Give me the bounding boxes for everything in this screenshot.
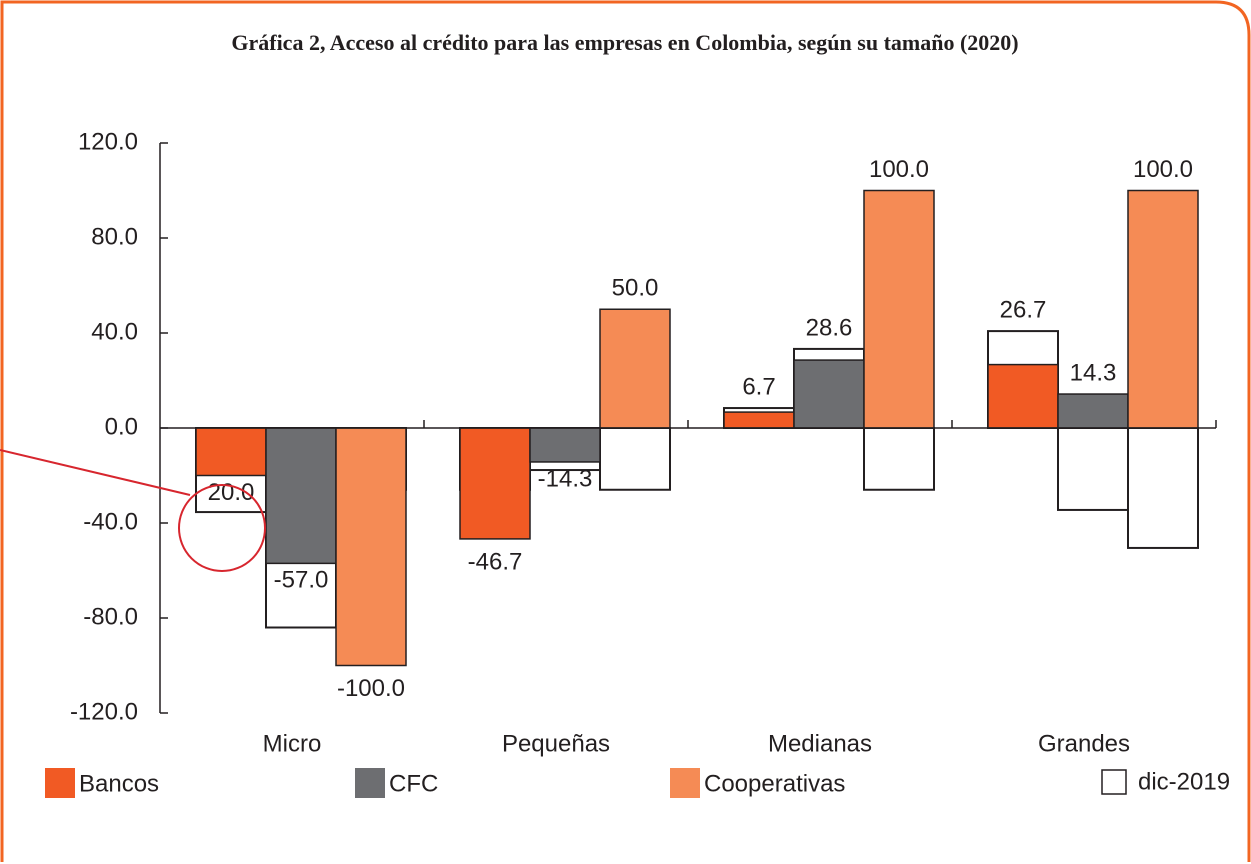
annotation-line [0, 449, 191, 496]
data-label: 100.0 [869, 156, 929, 183]
data-label: -100.0 [337, 675, 405, 702]
y-tick-label: -40.0 [83, 508, 138, 535]
bar [723, 411, 795, 429]
data-label: 50.0 [612, 275, 659, 302]
bar [195, 427, 267, 477]
chart-title: Gráfica 2, Acceso al crédito para las em… [231, 30, 1018, 55]
y-tick-label: 0.0 [105, 413, 138, 440]
bar [1127, 189, 1199, 429]
bar [793, 359, 865, 429]
bar [459, 427, 531, 540]
y-tick-label: 80.0 [91, 223, 138, 250]
bar [335, 427, 407, 667]
legend-label: CFC [389, 770, 438, 797]
data-label: 14.3 [1070, 359, 1117, 386]
previous-bar [1127, 427, 1199, 549]
bar [1057, 393, 1129, 429]
y-tick-label: 120.0 [78, 128, 138, 155]
legend-swatch [355, 768, 385, 798]
data-label: -57.0 [274, 567, 329, 594]
x-tick-label: Pequeñas [502, 730, 610, 757]
bar [863, 189, 935, 429]
data-label: 28.6 [806, 314, 853, 341]
data-label: -14.3 [538, 465, 593, 492]
bar [599, 308, 671, 429]
x-tick-label: Grandes [1038, 730, 1130, 757]
plot: 120.080.040.00.0-40.0-80.0-120.0Micro20.… [45, 128, 1230, 798]
bar [265, 427, 337, 565]
previous-bar [863, 427, 935, 491]
data-label: -46.7 [468, 548, 523, 575]
bar [529, 427, 601, 463]
previous-bar [599, 427, 671, 491]
x-tick-label: Micro [263, 730, 322, 757]
y-tick-label: -120.0 [70, 698, 138, 725]
annotation-circle [178, 484, 266, 572]
legend-swatch [1101, 769, 1127, 795]
data-label: 6.7 [742, 373, 775, 400]
x-tick-label: Medianas [768, 730, 872, 757]
legend-swatch [670, 768, 700, 798]
bar [987, 363, 1059, 429]
legend-label: dic-2019 [1138, 768, 1230, 795]
data-label: 26.7 [1000, 296, 1047, 323]
y-tick-label: 40.0 [91, 318, 138, 345]
legend-swatch [45, 768, 75, 798]
data-label: 100.0 [1133, 156, 1193, 183]
previous-bar [1057, 427, 1129, 511]
y-tick-label: -80.0 [83, 603, 138, 630]
legend-label: Cooperativas [704, 770, 845, 797]
legend-label: Bancos [79, 770, 159, 797]
